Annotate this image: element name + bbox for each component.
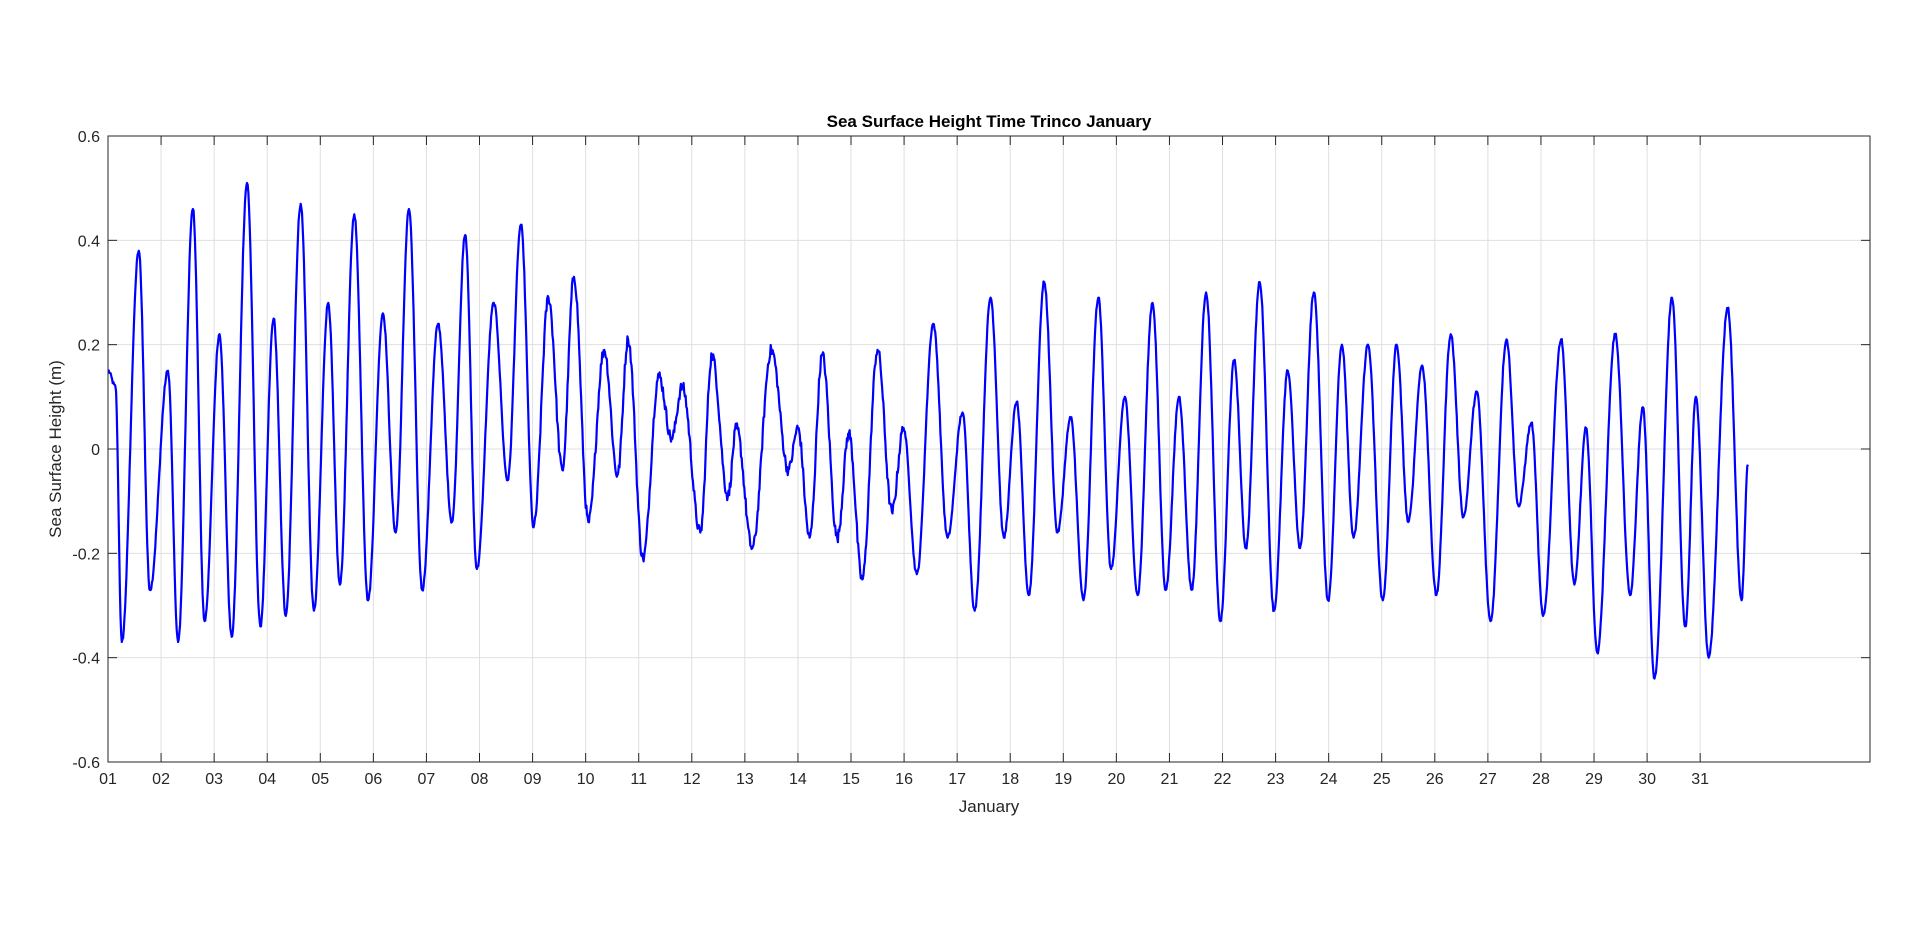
x-tick-labels: 01 02 03 04 05 06 07 08 09 10 11 12 13 14 15 16 17 18 19 20… (99, 771, 1709, 788)
x-tick-label: 27 (1479, 771, 1497, 788)
x-tick-label: 11 (630, 771, 647, 788)
chart-title: Sea Surface Height Time Trinco January (827, 112, 1152, 131)
y-tick-label: 0.2 (78, 338, 100, 355)
x-tick-label: 26 (1426, 771, 1444, 788)
y-tick-labels: -0.6 -0.4 -0.2 0 0.2 0.4 0.6 (72, 129, 100, 772)
y-axis-label: Sea Surface Height (m) (46, 360, 65, 538)
y-tick-label: -0.6 (72, 755, 100, 772)
x-tick-label: 29 (1585, 771, 1603, 788)
x-tick-label: 30 (1638, 771, 1656, 788)
y-tick-label: 0 (91, 442, 100, 459)
y-tick-label: -0.4 (72, 651, 100, 668)
x-tick-label: 01 (99, 771, 117, 788)
x-tick-label: 21 (1161, 771, 1179, 788)
x-tick-label: 10 (577, 771, 595, 788)
x-tick-label: 03 (205, 771, 223, 788)
x-tick-label: 28 (1532, 771, 1550, 788)
x-tick-label: 18 (1001, 771, 1019, 788)
x-tick-label: 16 (895, 771, 913, 788)
x-tick-label: 31 (1691, 771, 1709, 788)
y-tick-label: 0.4 (78, 233, 100, 250)
x-tick-label: 02 (152, 771, 170, 788)
x-tick-label: 06 (364, 771, 382, 788)
x-tick-label: 09 (524, 771, 542, 788)
y-tick-label: -0.2 (72, 546, 100, 563)
x-axis-label: January (959, 797, 1020, 816)
sea-surface-height-series-line (107, 181, 1749, 680)
tick-marks (107, 135, 1870, 763)
x-tick-label: 15 (842, 771, 860, 788)
x-tick-label: 19 (1054, 771, 1072, 788)
x-tick-label: 07 (418, 771, 436, 788)
x-tick-label: 08 (471, 771, 489, 788)
x-tick-label: 25 (1373, 771, 1391, 788)
x-tick-label: 13 (736, 771, 754, 788)
x-tick-label: 23 (1267, 771, 1285, 788)
x-tick-label: 12 (683, 771, 701, 788)
x-tick-label: 24 (1320, 771, 1338, 788)
x-tick-label: 20 (1107, 771, 1125, 788)
x-tick-label: 05 (311, 771, 329, 788)
x-tick-label: 14 (789, 771, 807, 788)
x-tick-label: 17 (948, 771, 966, 788)
x-tick-label: 22 (1214, 771, 1232, 788)
x-tick-label: 04 (258, 771, 276, 788)
series-group (107, 181, 1749, 680)
y-tick-label: 0.6 (78, 129, 100, 146)
